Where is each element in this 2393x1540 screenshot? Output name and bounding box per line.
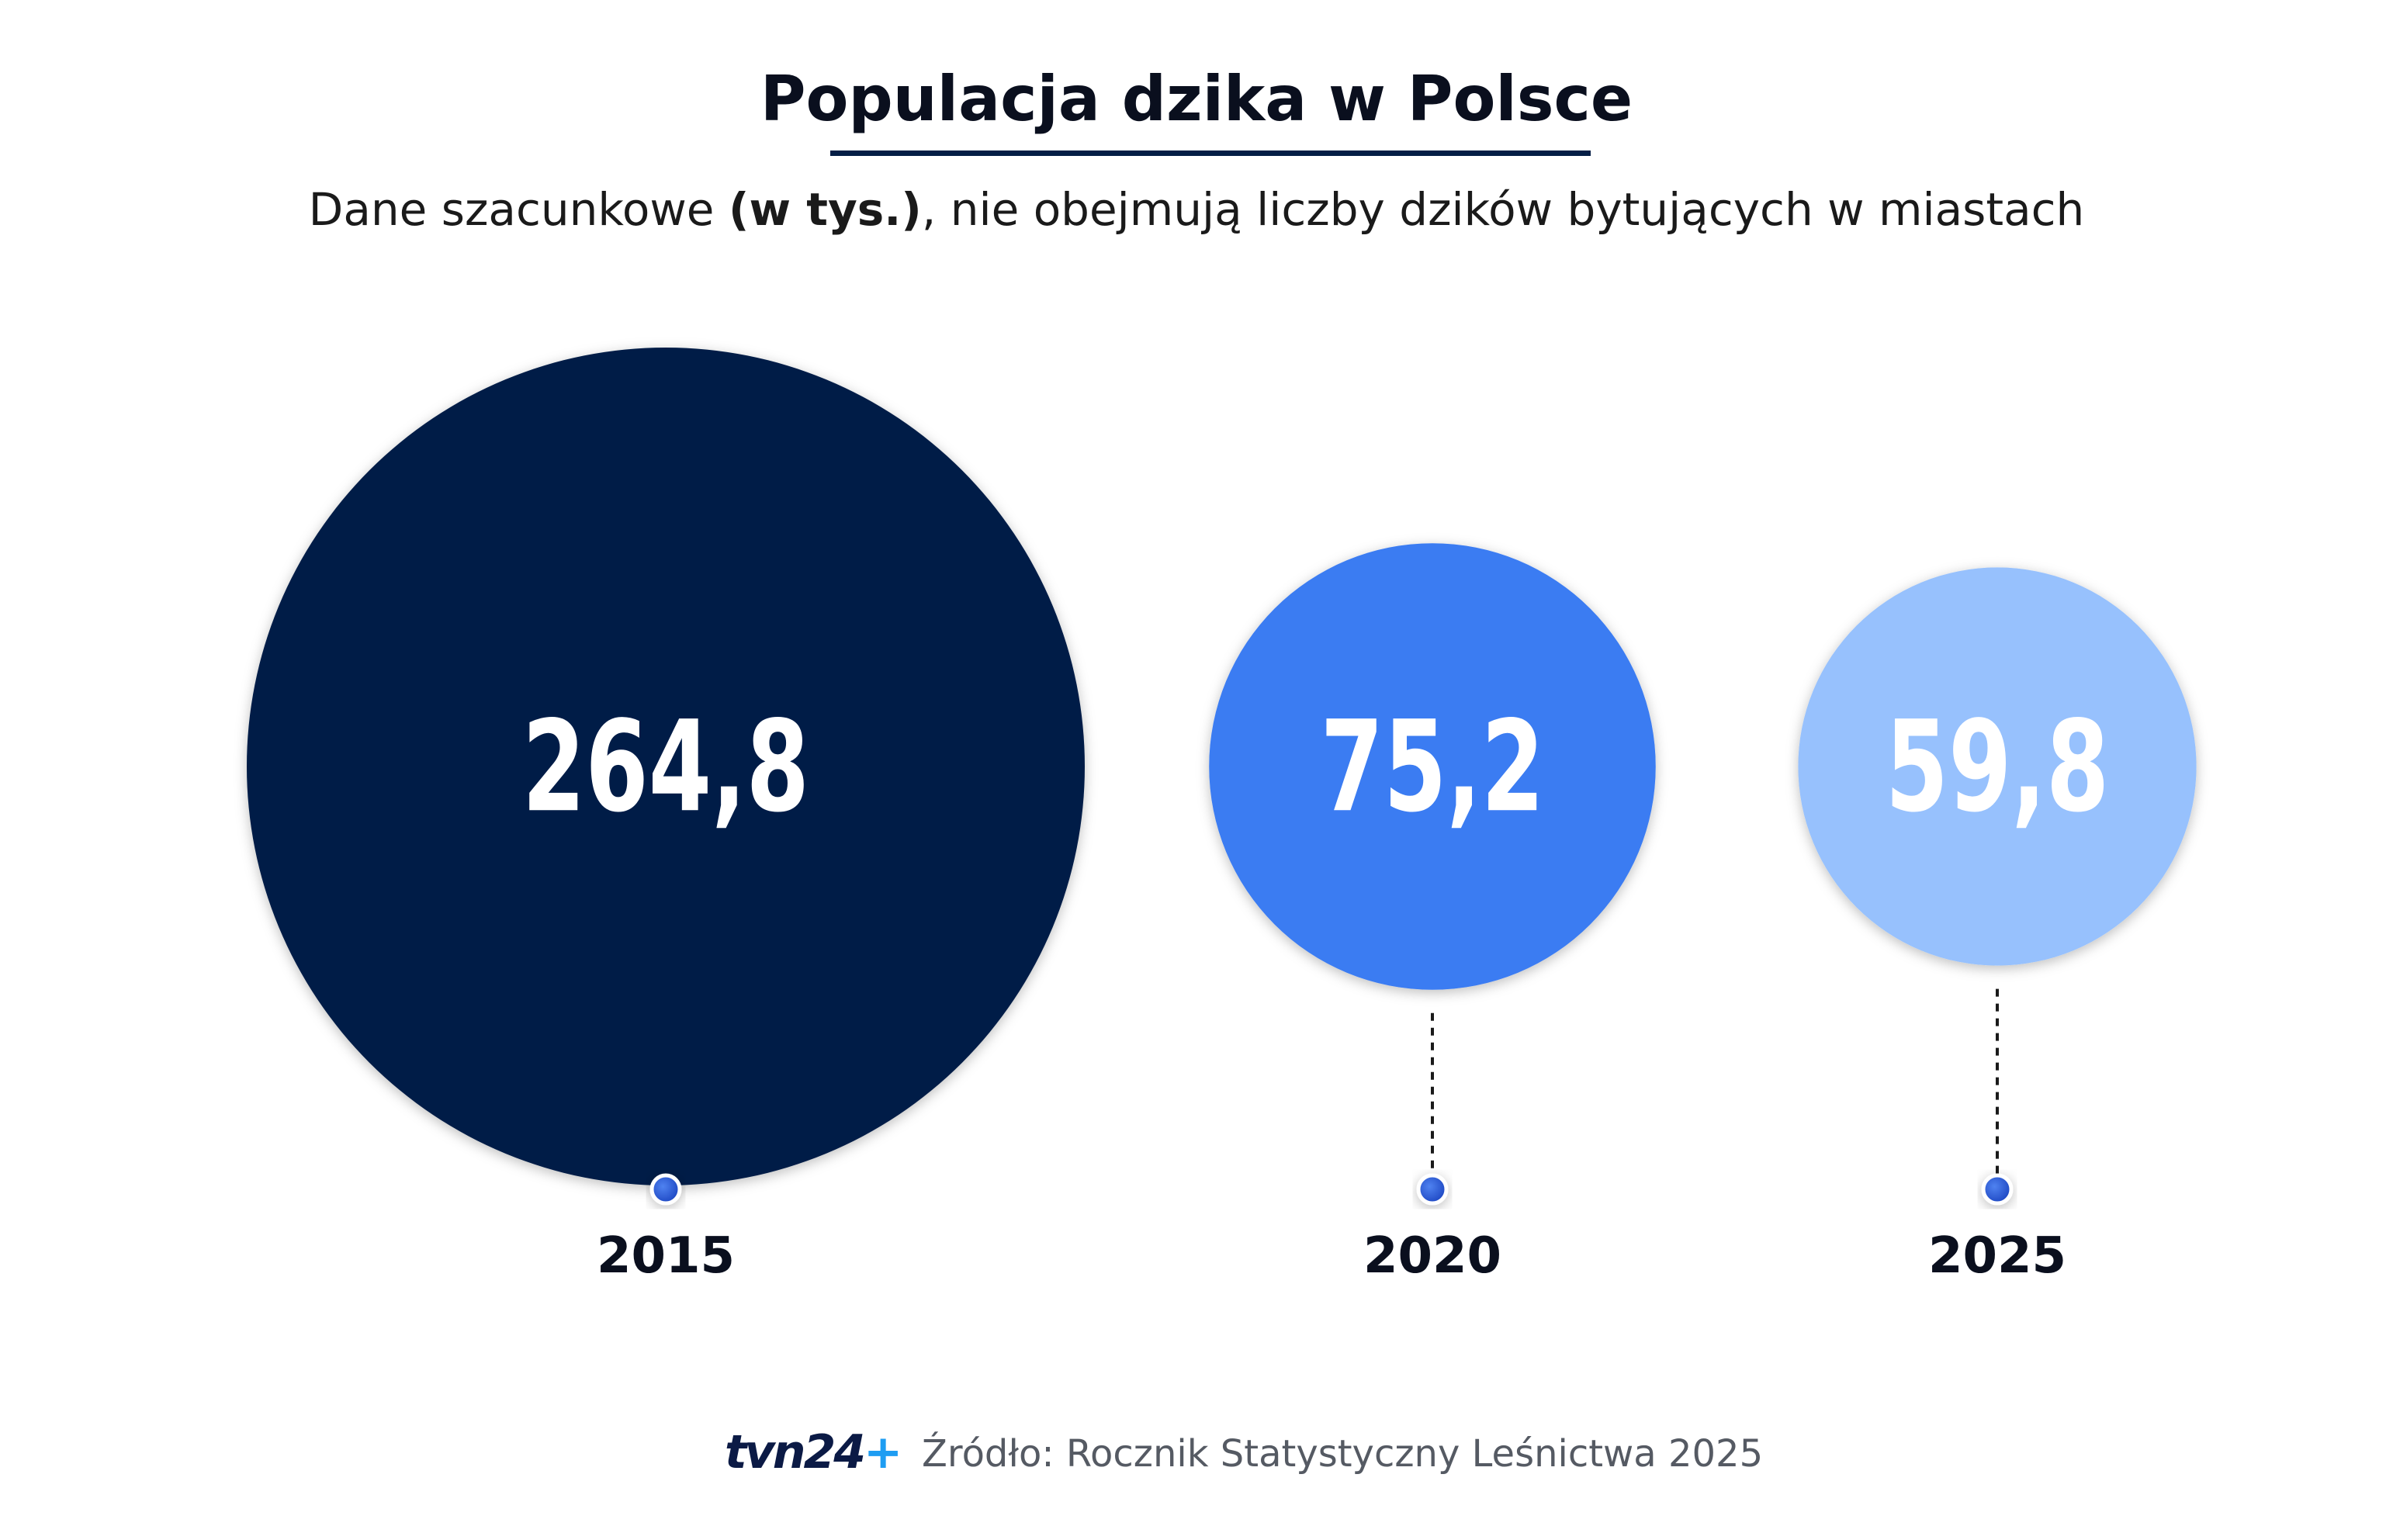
bubble-value-label-2015: 264,8 (522, 694, 809, 840)
footer: tvn24+ Źródło: Rocznik Statystyczny Leśn… (0, 1428, 2393, 1490)
year-label-2020: 2020 (1363, 1227, 1501, 1285)
baseline-dot-2025 (1981, 1173, 2014, 1206)
page-title: Populacja dzika w Polsce (760, 63, 1633, 135)
subtitle: Dane szacunkowe (w tys.), nie obejmują l… (0, 183, 2393, 237)
bubble-2025 (1798, 567, 2197, 966)
logo-plus: + (864, 1425, 902, 1479)
source-note: Źródło: Rocznik Statystyczny Leśnictwa 2… (922, 1432, 1764, 1476)
subtitle-unit: (w tys.) (728, 183, 922, 236)
year-label-2025: 2025 (1928, 1227, 2066, 1285)
title-underline (830, 151, 1591, 156)
bubble-value-label-2025: 59,8 (1886, 694, 2110, 840)
year-label-2015: 2015 (597, 1227, 735, 1285)
bubble-value-label-2020: 75,2 (1321, 694, 1545, 840)
bubble-2020 (1209, 543, 1656, 990)
tvn24-logo: tvn24+ (725, 1429, 902, 1476)
subtitle-suffix: , nie obejmują liczby dzików bytujących … (921, 183, 2085, 236)
baseline-dot-2015 (649, 1173, 682, 1206)
bubble-2015 (247, 348, 1085, 1185)
logo-text: tvn24 (725, 1425, 866, 1479)
subtitle-prefix: Dane szacunkowe (308, 183, 729, 236)
baseline-dot-2020 (1416, 1173, 1449, 1206)
